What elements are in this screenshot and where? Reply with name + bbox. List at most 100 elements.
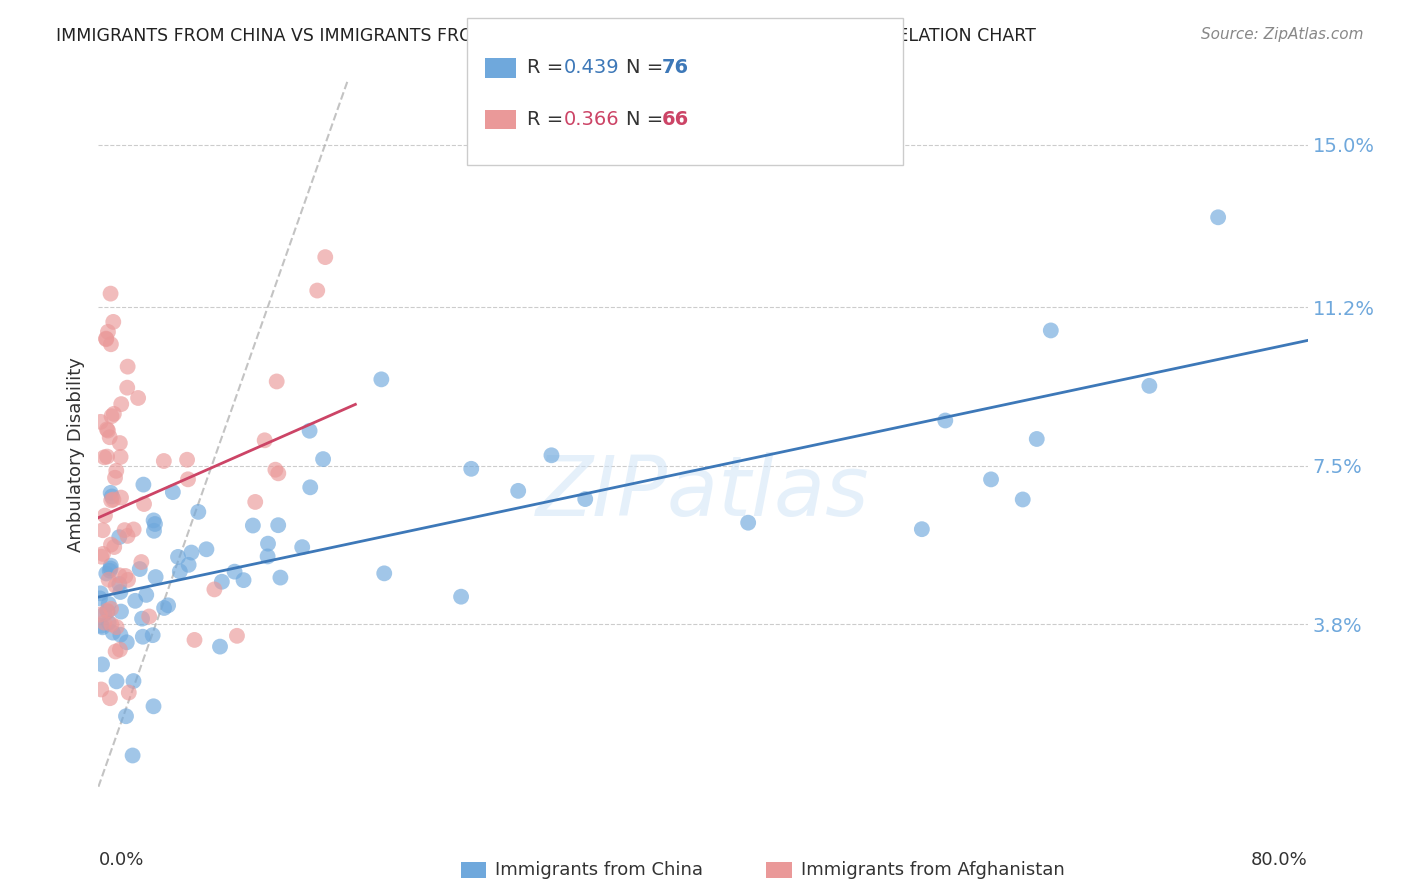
Text: N =: N = xyxy=(626,110,669,129)
Immigrants from Afghanistan xyxy=(96,603,118,617)
Immigrants from Afghanistan xyxy=(131,555,153,569)
Immigrants from Afghanistan xyxy=(108,436,131,450)
Immigrants from Afghanistan xyxy=(97,424,120,438)
Text: N =: N = xyxy=(626,58,669,78)
Immigrants from China xyxy=(132,630,155,644)
Text: 76: 76 xyxy=(662,58,689,78)
Immigrants from Afghanistan xyxy=(93,450,115,465)
Immigrants from China xyxy=(98,564,121,578)
Immigrants from China xyxy=(90,586,112,600)
Immigrants from Afghanistan xyxy=(132,497,155,511)
Immigrants from Afghanistan xyxy=(314,250,336,264)
Immigrants from Afghanistan xyxy=(122,523,145,537)
Immigrants from China xyxy=(96,566,118,581)
Immigrants from China xyxy=(142,628,165,642)
Immigrants from China xyxy=(100,486,122,500)
Immigrants from China xyxy=(110,628,132,642)
Immigrants from Afghanistan xyxy=(266,375,288,389)
Immigrants from China xyxy=(256,549,278,564)
Immigrants from Afghanistan xyxy=(117,529,139,543)
Immigrants from China xyxy=(122,674,145,689)
Immigrants from China xyxy=(980,472,1002,486)
Immigrants from China xyxy=(177,558,200,572)
Immigrants from China xyxy=(208,640,231,654)
Immigrants from China xyxy=(299,480,322,494)
Immigrants from China xyxy=(169,565,191,579)
Immigrants from China xyxy=(298,424,321,438)
Immigrants from China xyxy=(157,599,180,613)
Text: IMMIGRANTS FROM CHINA VS IMMIGRANTS FROM AFGHANISTAN AMBULATORY DISABILITY CORRE: IMMIGRANTS FROM CHINA VS IMMIGRANTS FROM… xyxy=(56,27,1036,45)
Immigrants from China xyxy=(1039,323,1062,337)
Immigrants from Afghanistan xyxy=(100,493,122,508)
Text: 66: 66 xyxy=(662,110,689,129)
Immigrants from Afghanistan xyxy=(103,492,125,507)
Immigrants from Afghanistan xyxy=(105,464,128,478)
Immigrants from China xyxy=(370,372,392,386)
Immigrants from Afghanistan xyxy=(114,569,136,583)
Immigrants from China xyxy=(269,571,291,585)
Immigrants from China xyxy=(1011,492,1033,507)
Immigrants from Afghanistan xyxy=(100,538,122,552)
Immigrants from Afghanistan xyxy=(89,607,111,622)
Immigrants from Afghanistan xyxy=(307,284,329,298)
Immigrants from China xyxy=(108,577,131,591)
Immigrants from Afghanistan xyxy=(115,381,138,395)
Immigrants from Afghanistan xyxy=(100,617,122,632)
Immigrants from China xyxy=(187,505,209,519)
Immigrants from China xyxy=(153,601,176,615)
Immigrants from China xyxy=(1025,432,1047,446)
Immigrants from Afghanistan xyxy=(114,523,136,537)
Immigrants from China xyxy=(115,709,138,723)
Immigrants from Afghanistan xyxy=(103,407,125,421)
Immigrants from China xyxy=(267,518,290,533)
Immigrants from China xyxy=(91,657,114,672)
Immigrants from China xyxy=(142,699,165,714)
Immigrants from China xyxy=(373,566,395,581)
Immigrants from China xyxy=(131,612,153,626)
Immigrants from China xyxy=(93,607,115,621)
Text: ZIPatlas: ZIPatlas xyxy=(536,452,870,533)
Immigrants from Afghanistan xyxy=(183,632,205,647)
Immigrants from Afghanistan xyxy=(118,685,141,699)
Immigrants from Afghanistan xyxy=(97,573,120,587)
Immigrants from China xyxy=(91,620,114,634)
Text: R =: R = xyxy=(527,110,569,129)
Immigrants from Afghanistan xyxy=(90,682,112,697)
Immigrants from Afghanistan xyxy=(91,547,114,561)
Immigrants from China xyxy=(90,618,112,632)
Immigrants from China xyxy=(911,522,934,536)
Text: 0.0%: 0.0% xyxy=(98,851,143,869)
Immigrants from China xyxy=(242,518,264,533)
Text: 80.0%: 80.0% xyxy=(1251,851,1308,869)
Immigrants from China xyxy=(100,558,122,573)
Immigrants from Afghanistan xyxy=(94,332,117,346)
Immigrants from Afghanistan xyxy=(117,359,139,374)
Immigrants from Afghanistan xyxy=(96,332,118,346)
Immigrants from Afghanistan xyxy=(90,415,112,429)
Immigrants from Afghanistan xyxy=(245,495,267,509)
Immigrants from China xyxy=(101,490,124,504)
Immigrants from China xyxy=(195,542,218,557)
Immigrants from Afghanistan xyxy=(105,620,128,634)
Immigrants from Afghanistan xyxy=(108,568,131,582)
Immigrants from China xyxy=(124,594,146,608)
Immigrants from Afghanistan xyxy=(100,409,122,424)
Immigrants from Afghanistan xyxy=(90,549,112,564)
Immigrants from China xyxy=(1206,211,1229,225)
Immigrants from Afghanistan xyxy=(176,452,198,467)
Immigrants from Afghanistan xyxy=(110,450,132,464)
Immigrants from China xyxy=(291,540,314,554)
Immigrants from China xyxy=(737,516,759,530)
Immigrants from Afghanistan xyxy=(100,602,122,616)
Immigrants from China xyxy=(180,545,202,559)
Text: Immigrants from China: Immigrants from China xyxy=(495,861,703,879)
Immigrants from Afghanistan xyxy=(91,523,114,537)
Immigrants from China xyxy=(105,674,128,689)
Immigrants from China xyxy=(167,549,190,564)
Text: 0.366: 0.366 xyxy=(564,110,620,129)
Immigrants from Afghanistan xyxy=(110,491,132,505)
Immigrants from China xyxy=(162,485,184,500)
Immigrants from China xyxy=(540,448,562,462)
Immigrants from China xyxy=(89,591,111,606)
Immigrants from China xyxy=(257,536,280,550)
